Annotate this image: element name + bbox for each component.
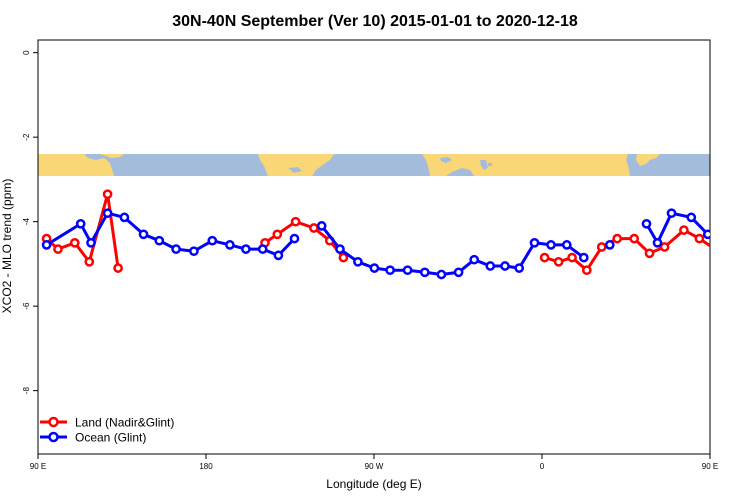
series-ocean-point: [189, 246, 199, 257]
series-ocean-point: [733, 246, 740, 253]
series-ocean-point: [75, 218, 86, 229]
world-map-strip: [38, 154, 710, 176]
series-land-point: [743, 258, 750, 265]
chart-title: 30N-40N September (Ver 10) 2015-01-01 to…: [172, 13, 578, 30]
series-ocean-point: [604, 240, 615, 250]
series-ocean-point: [171, 244, 181, 254]
y-axis-label: XCO2 - MLO trend (ppm): [0, 179, 14, 314]
series-land-point: [612, 233, 623, 244]
series-ocean-point: [718, 237, 725, 244]
series-ocean-point: [436, 269, 447, 280]
x-tick-label: 180: [199, 462, 213, 471]
y-tick-label: -2: [22, 133, 31, 141]
series-land: [41, 189, 750, 276]
series-land-point: [629, 233, 640, 244]
series-land-point: [113, 263, 123, 273]
x-tick-label: 90 E: [702, 462, 718, 471]
legend: Land (Nadir&Glint) Ocean (Glint): [40, 416, 174, 445]
series-land-point: [84, 256, 95, 267]
series-ocean-point: [369, 263, 380, 273]
series-ocean: [41, 208, 740, 280]
x-axis-label: Longitude (deg E): [326, 477, 421, 491]
series-ocean-point: [316, 221, 327, 231]
x-tick-label: 0: [540, 462, 545, 471]
series-ocean-point: [241, 244, 251, 254]
series-land-point: [309, 223, 319, 233]
series-ocean-line: [320, 224, 585, 276]
series-ocean-point: [138, 229, 149, 240]
series-ocean-point: [225, 240, 235, 250]
series-ocean-point: [419, 267, 430, 278]
y-tick-label: 0: [22, 50, 31, 55]
series-ocean-point: [469, 254, 480, 265]
legend-land-label: Land (Nadir&Glint): [75, 416, 174, 430]
series-ocean-line: [45, 211, 296, 257]
legend-item-ocean: Ocean (Glint): [40, 431, 146, 445]
x-tick-label: 90 W: [365, 462, 384, 471]
series-layer: [41, 189, 750, 280]
series-land-point: [272, 229, 283, 240]
y-tick-label: -6: [22, 302, 31, 310]
series-ocean-point: [41, 240, 52, 250]
series-ocean-point: [119, 212, 130, 223]
series-ocean-point: [702, 229, 710, 240]
series-ocean-point: [289, 233, 300, 244]
series-land-point: [69, 237, 80, 248]
series-land-point: [694, 233, 705, 244]
series-ocean-point: [514, 263, 525, 273]
series-land-point: [644, 248, 655, 259]
series-land-point: [727, 239, 734, 246]
series-land-point: [712, 246, 719, 253]
series-land-point: [659, 242, 670, 252]
series-land-point: [553, 256, 564, 267]
series-ocean-point: [402, 265, 413, 276]
series-ocean-point: [385, 265, 395, 276]
series-ocean-point: [207, 235, 218, 246]
series-land-point: [102, 189, 113, 200]
series-ocean-point: [666, 208, 677, 219]
legend-land-marker: [48, 416, 59, 428]
series-ocean-point: [353, 256, 363, 267]
series-land-point: [596, 242, 607, 252]
series-ocean-point: [453, 267, 464, 278]
y-tick-label: -8: [22, 387, 31, 395]
series-ocean-point: [641, 218, 652, 229]
series-ocean-point: [529, 237, 540, 248]
series-land-point: [290, 216, 301, 227]
series-land-line: [544, 228, 710, 272]
series-ocean-point: [273, 250, 284, 261]
series-land-point: [338, 252, 349, 263]
series-ocean-point: [686, 212, 697, 223]
y-tick-label: -4: [22, 218, 31, 226]
series-ocean-point: [257, 244, 268, 254]
series-ocean-point: [86, 237, 96, 248]
series-ocean-point: [102, 208, 113, 219]
series-ocean-point: [578, 252, 589, 263]
series-land-point: [539, 252, 550, 263]
series-ocean-point: [500, 261, 510, 271]
series-ocean-point: [546, 240, 556, 250]
series-ocean-point: [335, 244, 345, 254]
legend-ocean-label: Ocean (Glint): [75, 431, 146, 445]
series-ocean-point: [154, 235, 165, 246]
axes: 90 E 180 90 W 0 90 E 0 -2 -4 -6 -8: [22, 50, 718, 471]
series-ocean-point: [652, 237, 663, 248]
legend-ocean-marker: [48, 431, 59, 443]
series-land-point: [581, 265, 592, 276]
series-ocean-point: [485, 261, 496, 271]
series-ocean-point: [561, 240, 572, 250]
series-land-line: [45, 192, 120, 269]
series-land-point: [679, 225, 689, 235]
legend-item-land: Land (Nadir&Glint): [40, 416, 174, 430]
series-land-point: [53, 244, 63, 254]
series-land-point: [567, 252, 577, 263]
x-tick-label: 90 E: [30, 462, 46, 471]
